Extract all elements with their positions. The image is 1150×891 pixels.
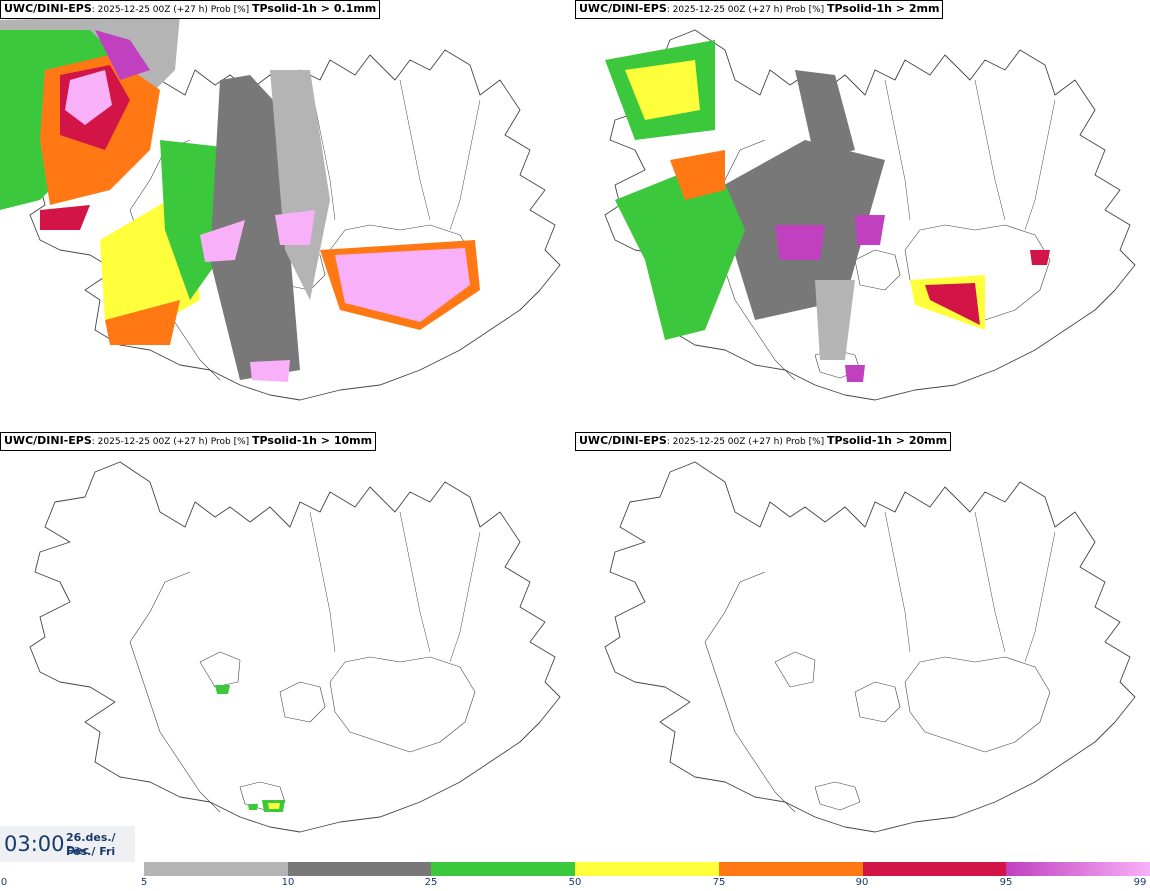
colorbar-segment-90-95 bbox=[862, 862, 1007, 876]
iceland-map-2mm bbox=[604, 29, 1136, 401]
colorbar-segment-50-75 bbox=[575, 862, 719, 876]
panel-title: UWC/DINI-EPS: 2025-12-25 00Z (+27 h) Pro… bbox=[575, 432, 952, 451]
colorbar-segment-75-90 bbox=[718, 862, 863, 876]
colorbar-segment-10-25 bbox=[287, 862, 432, 876]
iceland-map-0.1mm bbox=[0, 15, 561, 401]
valid-date: 26.des./ Dec bbox=[66, 831, 116, 857]
colorbar-segment-95-99 bbox=[1006, 862, 1150, 876]
map-panel-10mm: UWC/DINI-EPS: 2025-12-25 00Z (+27 h) Pro… bbox=[0, 432, 575, 864]
colorbar-tick: 50 bbox=[568, 877, 582, 888]
iceland-map-10mm bbox=[29, 461, 561, 833]
colorbar-tick: 0 bbox=[0, 877, 8, 888]
valid-time-box: 03:00 26.des./ Dec Fös./ Fri bbox=[0, 826, 135, 862]
colorbar-tick: 5 bbox=[140, 877, 148, 888]
panel-title: UWC/DINI-EPS: 2025-12-25 00Z (+27 h) Pro… bbox=[575, 0, 944, 19]
panel-title: UWC/DINI-EPS: 2025-12-25 00Z (+27 h) Pro… bbox=[0, 0, 381, 19]
valid-time: 03:00 bbox=[4, 832, 65, 856]
colorbar-segment-25-50 bbox=[431, 862, 576, 876]
map-panel-20mm: UWC/DINI-EPS: 2025-12-25 00Z (+27 h) Pro… bbox=[575, 432, 1150, 864]
map-panel-2mm: UWC/DINI-EPS: 2025-12-25 00Z (+27 h) Pro… bbox=[575, 0, 1150, 432]
panel-title: UWC/DINI-EPS: 2025-12-25 00Z (+27 h) Pro… bbox=[0, 432, 377, 451]
colorbar-tick: 95 bbox=[999, 877, 1013, 888]
probability-field bbox=[0, 15, 480, 382]
colorbar-tick: 90 bbox=[855, 877, 869, 888]
valid-weekday: Fös./ Fri bbox=[66, 845, 116, 858]
colorbar-tick: 75 bbox=[712, 877, 726, 888]
colorbar-tick: 10 bbox=[281, 877, 295, 888]
map-panel-0.1mm: UWC/DINI-EPS: 2025-12-25 00Z (+27 h) Pro… bbox=[0, 0, 575, 432]
probability-field bbox=[605, 40, 1050, 382]
colorbar-segment-5-10 bbox=[144, 862, 288, 876]
colorbar-tick: 25 bbox=[424, 877, 438, 888]
colorbar-tick: 99 bbox=[1133, 877, 1147, 888]
iceland-map-20mm bbox=[604, 461, 1136, 833]
probability-field bbox=[215, 685, 285, 812]
probability-colorbar bbox=[144, 862, 1150, 876]
